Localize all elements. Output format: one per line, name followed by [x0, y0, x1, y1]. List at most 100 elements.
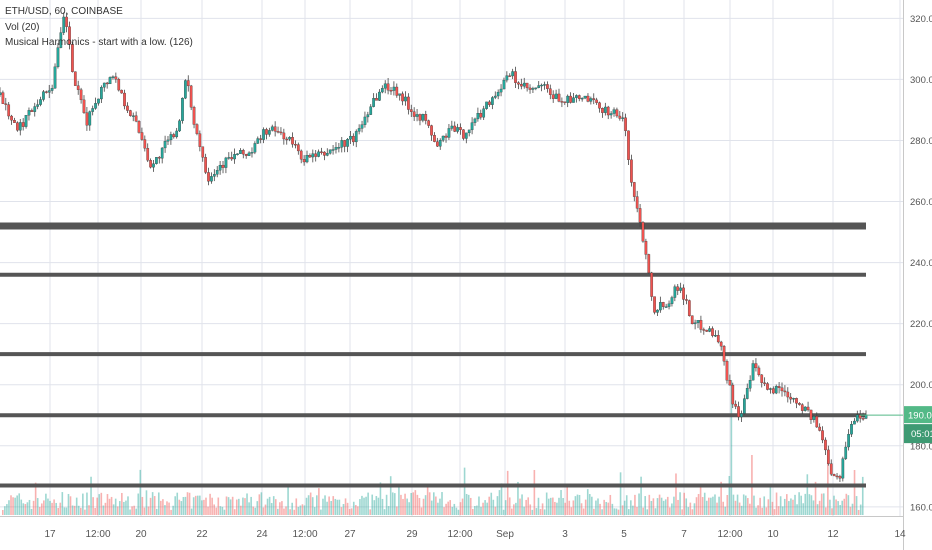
volume-bar	[586, 489, 589, 515]
volume-bar	[818, 500, 821, 515]
candle	[693, 322, 697, 325]
candle	[664, 306, 668, 308]
candle	[722, 346, 726, 362]
volume-bar	[201, 500, 203, 515]
volume-bar	[270, 503, 273, 515]
volume-bar	[112, 504, 115, 515]
candle	[508, 75, 512, 77]
volume-bar	[732, 494, 735, 515]
volume-bar	[812, 500, 815, 515]
volume-bar	[439, 498, 441, 515]
candle	[97, 98, 100, 104]
harmonics-indicator-label[interactable]: Musical Harmonics - start with a low. (1…	[5, 37, 193, 48]
volume-bar	[322, 498, 324, 515]
candle	[644, 241, 648, 255]
volume-bar	[387, 506, 390, 515]
volume-bar	[157, 492, 160, 515]
candle	[462, 129, 465, 139]
volume-bar	[461, 498, 464, 515]
volume-bar	[160, 500, 162, 515]
candle	[294, 143, 297, 146]
candle	[464, 132, 468, 139]
volume-bar	[502, 509, 505, 515]
candle	[679, 287, 682, 291]
volume-bar	[400, 494, 402, 515]
volume-bar	[562, 498, 564, 515]
volume-bar	[40, 503, 43, 515]
candle	[282, 132, 286, 140]
candle	[323, 151, 326, 156]
volume-bar	[599, 503, 601, 515]
volume-bar	[666, 496, 669, 515]
candle	[557, 93, 561, 102]
volume-bar	[853, 470, 856, 515]
volume-bar	[32, 500, 35, 515]
volume-bar	[396, 506, 398, 515]
candle	[262, 129, 265, 140]
volume-bar	[6, 504, 8, 515]
volume-bar	[437, 502, 439, 515]
candle	[317, 151, 320, 157]
volume-bar	[459, 502, 462, 515]
volume-bar	[155, 508, 158, 515]
candle	[687, 300, 691, 316]
volume-bar	[677, 499, 679, 515]
volume-bar	[463, 467, 466, 515]
candle	[673, 286, 677, 298]
volume-bar	[574, 496, 577, 515]
volume-bar	[755, 507, 757, 515]
time-tick-label: 20	[135, 529, 147, 540]
volume-bar	[121, 492, 123, 515]
candle	[841, 458, 845, 479]
candle	[88, 111, 92, 126]
volume-bar	[229, 499, 232, 515]
price-axis[interactable]: 320.00 300.00 280.00 260.00 240.00 220.00 200.…	[904, 14, 932, 514]
volume-bar	[664, 499, 667, 515]
volume-bar	[582, 508, 585, 515]
volume-bar	[658, 494, 661, 515]
volume-indicator-label[interactable]: Vol (20)	[5, 21, 40, 33]
candle	[79, 89, 83, 101]
candle	[227, 157, 231, 159]
volume-bar	[420, 507, 423, 515]
volume-bar	[350, 508, 353, 515]
candle	[601, 108, 604, 113]
volume-bar	[588, 494, 591, 515]
candle	[711, 328, 714, 336]
volume-bar	[279, 502, 281, 515]
candle	[71, 44, 74, 72]
candle	[502, 79, 506, 90]
volume-bar	[810, 495, 813, 515]
volume-bar	[578, 494, 581, 515]
candle	[537, 85, 541, 88]
volume-bar	[584, 499, 587, 515]
symbol-label[interactable]: ETH/USD, 60, COINBASE	[5, 6, 123, 17]
volume-bar	[547, 498, 550, 515]
candle	[195, 124, 199, 134]
chart-legend: ETH/USD, 60, COINBASE Vol (20) Musical H…	[5, 4, 193, 51]
volume-bar	[262, 507, 265, 515]
candle	[302, 159, 306, 163]
candle	[111, 76, 115, 78]
volume-bar	[307, 495, 310, 515]
candle	[624, 117, 627, 132]
candle	[360, 124, 364, 129]
candle	[546, 84, 549, 89]
candle	[789, 396, 793, 400]
candle	[155, 157, 158, 164]
time-axis[interactable]: 17 12:00 20 22 24 12:00 27 29 12:00 Sep 3 5 7 12:00 10…	[44, 529, 906, 540]
volume-bar	[346, 502, 349, 515]
candle	[485, 101, 488, 109]
volume-bar	[740, 505, 743, 515]
volume-bar	[685, 498, 688, 515]
volume-bar	[207, 506, 209, 515]
volume-bar	[843, 498, 846, 515]
volume-bar	[318, 488, 320, 515]
volume-bar	[110, 496, 113, 515]
volume-bar	[488, 496, 491, 515]
volume-bar	[646, 509, 649, 515]
last-price-label: 190.04	[908, 411, 932, 422]
price-tick-label: 260.00	[910, 197, 932, 208]
volume-bar	[272, 496, 275, 515]
